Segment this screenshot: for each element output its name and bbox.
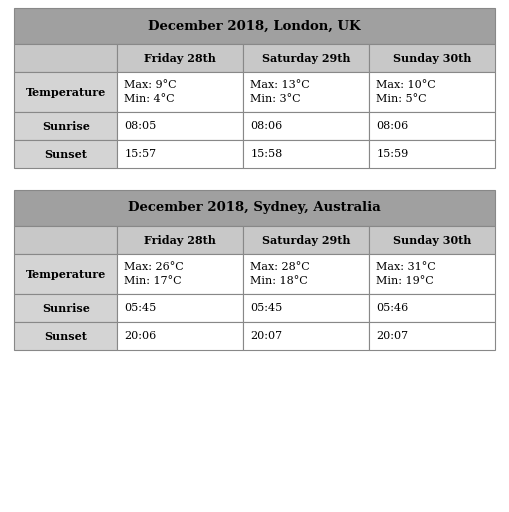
Bar (118, 112, 243, 140)
Text: Sunday 30th: Sunday 30th (393, 234, 471, 245)
Text: 20:07: 20:07 (377, 331, 409, 341)
Text: Friday 28th: Friday 28th (145, 53, 216, 63)
Text: December 2018, London, UK: December 2018, London, UK (148, 19, 361, 32)
Bar (370, 44, 495, 72)
Bar (370, 112, 495, 140)
Bar (243, 112, 370, 140)
Bar (370, 254, 495, 294)
Bar (14, 112, 118, 140)
Text: Max: 26°C
Min: 17°C: Max: 26°C Min: 17°C (124, 262, 184, 286)
Bar (370, 294, 495, 322)
Text: Max: 28°C
Min: 18°C: Max: 28°C Min: 18°C (250, 262, 310, 286)
Bar (14, 140, 118, 168)
Text: Max: 9°C
Min: 4°C: Max: 9°C Min: 4°C (124, 80, 177, 104)
Text: 15:58: 15:58 (250, 149, 282, 159)
Bar (118, 322, 243, 350)
Bar (118, 140, 243, 168)
Text: 08:06: 08:06 (250, 121, 282, 131)
Text: Friday 28th: Friday 28th (145, 234, 216, 245)
Text: Saturday 29th: Saturday 29th (262, 234, 351, 245)
Bar (14, 226, 118, 254)
Text: 05:45: 05:45 (250, 303, 282, 313)
Text: 05:46: 05:46 (377, 303, 409, 313)
Bar (14, 72, 118, 112)
Text: Sunrise: Sunrise (42, 120, 90, 132)
Text: Temperature: Temperature (25, 268, 106, 280)
Text: 15:59: 15:59 (377, 149, 409, 159)
Bar (14, 44, 118, 72)
Text: Sunrise: Sunrise (42, 303, 90, 313)
Bar (118, 72, 243, 112)
Bar (370, 72, 495, 112)
Text: 08:05: 08:05 (124, 121, 157, 131)
Text: 15:57: 15:57 (124, 149, 157, 159)
Bar (118, 44, 243, 72)
Text: Sunset: Sunset (44, 148, 87, 160)
Text: December 2018, Sydney, Australia: December 2018, Sydney, Australia (128, 202, 381, 215)
Bar (14, 8, 495, 44)
Bar (243, 254, 370, 294)
Bar (243, 72, 370, 112)
Text: Sunset: Sunset (44, 331, 87, 342)
Bar (14, 190, 495, 226)
Bar (370, 226, 495, 254)
Text: Temperature: Temperature (25, 87, 106, 97)
Text: Max: 10°C
Min: 5°C: Max: 10°C Min: 5°C (377, 80, 436, 104)
Bar (370, 140, 495, 168)
Text: Max: 13°C
Min: 3°C: Max: 13°C Min: 3°C (250, 80, 310, 104)
Text: Saturday 29th: Saturday 29th (262, 53, 351, 63)
Bar (14, 254, 118, 294)
Bar (14, 294, 118, 322)
Text: 20:06: 20:06 (124, 331, 157, 341)
Text: 08:06: 08:06 (377, 121, 409, 131)
Text: 05:45: 05:45 (124, 303, 157, 313)
Bar (370, 322, 495, 350)
Bar (118, 254, 243, 294)
Bar (243, 322, 370, 350)
Bar (118, 226, 243, 254)
Bar (243, 44, 370, 72)
Bar (243, 294, 370, 322)
Bar (243, 226, 370, 254)
Bar (14, 322, 118, 350)
Text: 20:07: 20:07 (250, 331, 282, 341)
Bar (243, 140, 370, 168)
Text: Max: 31°C
Min: 19°C: Max: 31°C Min: 19°C (377, 262, 436, 286)
Text: Sunday 30th: Sunday 30th (393, 53, 471, 63)
Bar (118, 294, 243, 322)
